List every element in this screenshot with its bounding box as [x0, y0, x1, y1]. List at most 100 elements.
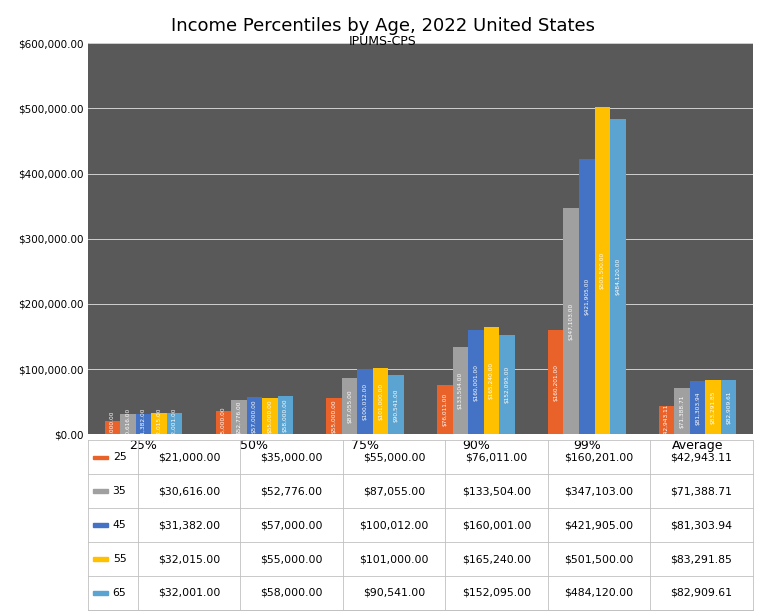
Text: $101,000.00: $101,000.00 [359, 554, 429, 564]
Text: $152,095.00: $152,095.00 [505, 366, 509, 403]
Text: $484,120.00: $484,120.00 [565, 588, 633, 598]
Bar [231, 400, 247, 434]
Text: 55: 55 [113, 554, 126, 564]
Bar [277, 397, 293, 434]
Text: $82,909.61: $82,909.61 [726, 391, 731, 424]
Text: 65: 65 [113, 588, 126, 598]
Text: $421,905.00: $421,905.00 [565, 520, 633, 530]
Text: $484,120.00: $484,120.00 [615, 258, 620, 295]
Bar [483, 326, 499, 434]
Bar [579, 159, 594, 434]
Text: $160,201.00: $160,201.00 [553, 363, 558, 400]
Bar [93, 523, 108, 527]
Text: $57,000.00: $57,000.00 [260, 520, 322, 530]
Text: $30,616.00: $30,616.00 [126, 408, 130, 441]
Text: $32,015.00: $32,015.00 [158, 554, 221, 564]
Text: 35: 35 [113, 486, 126, 496]
Text: $347,103.00: $347,103.00 [568, 302, 574, 340]
Bar [594, 107, 610, 434]
Bar [564, 208, 579, 434]
Text: $87,055.00: $87,055.00 [363, 486, 425, 496]
Text: $42,943.11: $42,943.11 [664, 403, 669, 437]
Bar [326, 399, 342, 434]
Text: Income Percentiles by Age, 2022 United States: Income Percentiles by Age, 2022 United S… [171, 17, 595, 36]
Text: $58,000.00: $58,000.00 [283, 399, 288, 432]
Bar [358, 369, 373, 434]
Text: $55,000.00: $55,000.00 [267, 400, 273, 433]
Text: $52,776.00: $52,776.00 [260, 486, 322, 496]
Text: $35,000.00: $35,000.00 [260, 452, 322, 463]
Text: 25: 25 [113, 452, 126, 463]
Bar [151, 413, 167, 434]
Bar [674, 387, 690, 434]
Text: $160,001.00: $160,001.00 [473, 363, 479, 400]
Text: $160,001.00: $160,001.00 [462, 520, 531, 530]
Text: $133,504.00: $133,504.00 [462, 486, 531, 496]
Text: $165,240.00: $165,240.00 [489, 362, 494, 399]
Text: $101,000.00: $101,000.00 [378, 383, 383, 420]
Bar [659, 407, 674, 434]
Text: $501,500.00: $501,500.00 [564, 554, 633, 564]
Text: $133,504.00: $133,504.00 [458, 372, 463, 410]
Bar [93, 489, 108, 493]
Text: $160,201.00: $160,201.00 [564, 452, 633, 463]
Text: $57,000.00: $57,000.00 [252, 399, 257, 432]
Bar [247, 397, 262, 434]
Text: $421,905.00: $421,905.00 [584, 278, 589, 315]
Bar [136, 414, 151, 434]
Text: $35,000.00: $35,000.00 [221, 406, 226, 440]
Text: $76,011.00: $76,011.00 [443, 393, 447, 426]
Bar [721, 380, 736, 434]
Bar [120, 415, 136, 434]
Text: $55,000.00: $55,000.00 [332, 400, 336, 433]
Text: $58,000.00: $58,000.00 [260, 588, 322, 598]
Bar [705, 380, 721, 434]
Text: $52,776.00: $52,776.00 [236, 400, 241, 434]
Text: $83,291.85: $83,291.85 [711, 391, 715, 424]
Text: $32,001.00: $32,001.00 [158, 588, 221, 598]
Text: $82,909.61: $82,909.61 [670, 588, 732, 598]
Text: $71,388.71: $71,388.71 [670, 486, 732, 496]
Bar [167, 413, 182, 434]
Text: $152,095.00: $152,095.00 [462, 588, 531, 598]
Text: $76,011.00: $76,011.00 [465, 452, 528, 463]
Bar [373, 368, 388, 434]
Text: IPUMS-CPS: IPUMS-CPS [349, 34, 417, 48]
Text: $347,103.00: $347,103.00 [565, 486, 633, 496]
Text: $165,240.00: $165,240.00 [462, 554, 531, 564]
Text: $81,303.94: $81,303.94 [695, 391, 700, 424]
Text: $71,388.71: $71,388.71 [679, 394, 685, 428]
Text: $501,500.00: $501,500.00 [600, 252, 605, 290]
Text: $55,000.00: $55,000.00 [362, 452, 425, 463]
Text: $21,000.00: $21,000.00 [110, 411, 115, 444]
Bar [342, 378, 358, 434]
Text: $81,303.94: $81,303.94 [670, 520, 732, 530]
Text: $32,001.00: $32,001.00 [172, 407, 177, 440]
Text: $31,382.00: $31,382.00 [141, 407, 146, 441]
Text: $100,012.00: $100,012.00 [362, 383, 368, 420]
Bar [93, 557, 108, 561]
Text: $30,616.00: $30,616.00 [158, 486, 221, 496]
Text: $100,012.00: $100,012.00 [359, 520, 429, 530]
Bar [690, 381, 705, 434]
Bar [93, 591, 108, 595]
Text: $42,943.11: $42,943.11 [670, 452, 732, 463]
Text: $87,055.00: $87,055.00 [347, 389, 352, 423]
Text: $32,015.00: $32,015.00 [156, 407, 162, 440]
Text: $31,382.00: $31,382.00 [158, 520, 220, 530]
Bar [437, 385, 453, 434]
Bar [262, 399, 277, 434]
Bar [93, 455, 108, 460]
Text: 45: 45 [113, 520, 126, 530]
Bar [215, 411, 231, 434]
Text: $55,000.00: $55,000.00 [260, 554, 322, 564]
Bar [105, 421, 120, 434]
Text: $90,541.00: $90,541.00 [363, 588, 425, 598]
Bar [453, 347, 468, 434]
Bar [388, 375, 404, 434]
Bar [548, 330, 564, 434]
Bar [468, 330, 483, 434]
Text: $21,000.00: $21,000.00 [158, 452, 221, 463]
Bar [610, 119, 626, 434]
Text: $83,291.85: $83,291.85 [670, 554, 732, 564]
